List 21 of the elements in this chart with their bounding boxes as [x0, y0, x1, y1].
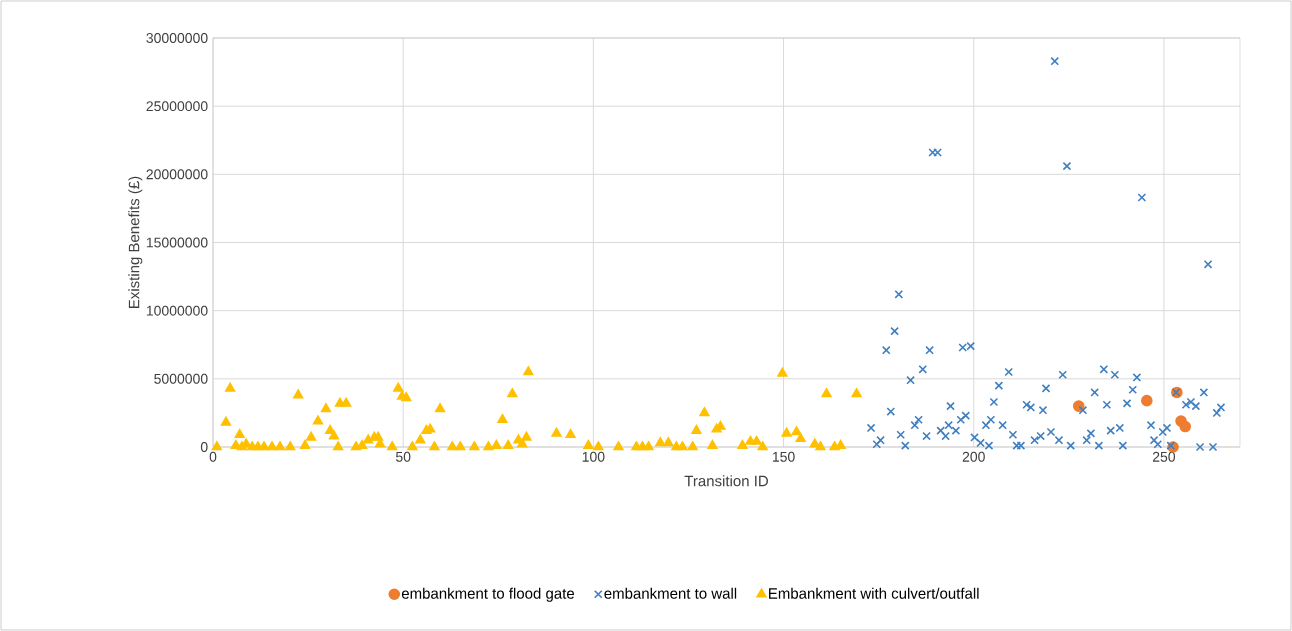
- x-tick-label: 150: [772, 451, 795, 462]
- y-tick-label: 0: [200, 442, 208, 452]
- x-tick-label: 0: [209, 451, 217, 462]
- point: [1072, 400, 1085, 412]
- point: [1141, 394, 1153, 407]
- x-tick-label: 50: [395, 451, 411, 462]
- x-tick-label: 250: [1152, 451, 1176, 462]
- y-tick-label: 30000000: [146, 33, 208, 43]
- y-tick-label: 15000000: [146, 237, 208, 248]
- y-tick-label: 20000000: [146, 169, 208, 180]
- legend-label: Embankment with culvert/outfall: [769, 587, 979, 599]
- x-tick-label: 100: [582, 451, 605, 462]
- legend-label: embankment to flood gate: [401, 587, 575, 602]
- y-tick-label: 5000000: [154, 373, 208, 384]
- x-tick-label: 200: [962, 451, 985, 462]
- y-tick-label: 25000000: [146, 101, 208, 112]
- x-axis-title: Transition ID: [684, 475, 768, 487]
- y-axis-title: Existing Benefits (£): [128, 176, 143, 308]
- y-tick-label: 10000000: [146, 305, 208, 316]
- point: [1179, 420, 1192, 433]
- legend-label: embankment to wall: [604, 587, 737, 599]
